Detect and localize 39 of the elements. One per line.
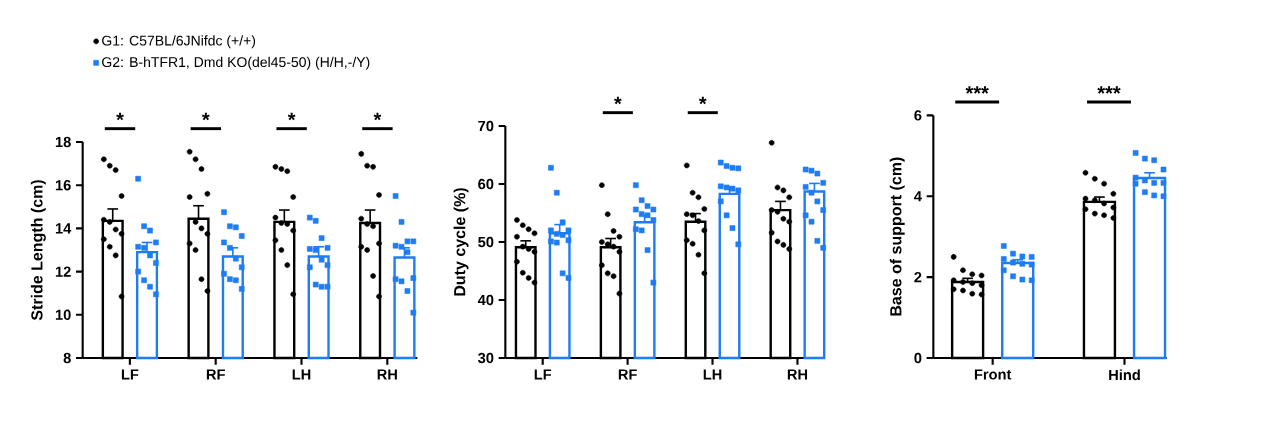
y-tick-label: 70 bbox=[478, 120, 494, 132]
text: * bbox=[698, 96, 707, 105]
text: * bbox=[201, 112, 210, 121]
y-tick-label: 2 bbox=[914, 272, 922, 283]
y-tick-label: 40 bbox=[477, 294, 494, 306]
bar bbox=[1132, 176, 1167, 360]
legend-label: G2: B-hTFR1, Dmd KO(del45-50) (H/H,-/Y) bbox=[102, 56, 370, 70]
y-tick-label: 8 bbox=[63, 352, 71, 364]
x-tick-label: LH bbox=[292, 369, 311, 380]
legend-label: G1: C57BL/6JNifdc (+/+) bbox=[102, 35, 256, 49]
x-tick-label: LF bbox=[121, 369, 139, 380]
text: * bbox=[116, 112, 124, 121]
y-tick-label: 6 bbox=[914, 110, 922, 121]
x-tick-label: RH bbox=[377, 369, 397, 380]
text: * bbox=[614, 96, 622, 105]
x-tick-label: RF bbox=[618, 369, 637, 380]
y-axis-title: Stride Length (cm) bbox=[30, 180, 46, 321]
text: *** bbox=[1097, 86, 1121, 94]
y-tick-label: 60 bbox=[478, 178, 494, 190]
x-tick-label: Front bbox=[974, 369, 1012, 380]
x-tick-label: Hind bbox=[1109, 369, 1140, 381]
x-tick-label: RF bbox=[206, 369, 225, 380]
x-tick-label: LH bbox=[703, 369, 722, 380]
y-tick-label: 10 bbox=[55, 309, 71, 320]
y-tick-label: 12 bbox=[55, 266, 71, 277]
y-tick-label: 4 bbox=[914, 191, 922, 202]
y-tick-label: 16 bbox=[55, 180, 71, 191]
y-tick-label: 30 bbox=[477, 352, 494, 364]
x-tick-label: LF bbox=[534, 369, 552, 380]
x-tick-label: RH bbox=[787, 369, 808, 380]
text: * bbox=[287, 112, 296, 121]
y-axis-title: Base of support (cm) bbox=[889, 157, 905, 316]
y-tick-label: 14 bbox=[55, 223, 72, 234]
y-axis-title: Duty cycle (%) bbox=[453, 188, 469, 296]
text: *** bbox=[965, 86, 989, 94]
y-tick-label: 0 bbox=[914, 352, 922, 364]
y-tick-label: 50 bbox=[478, 236, 494, 248]
text: * bbox=[373, 112, 382, 121]
y-tick-label: 18 bbox=[55, 136, 71, 148]
